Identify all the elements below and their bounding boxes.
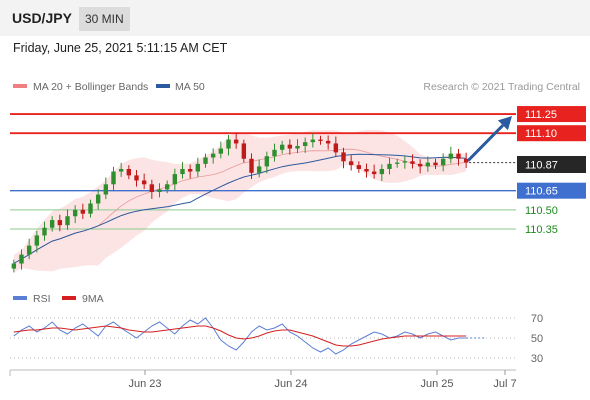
candle-body [218, 148, 224, 154]
candle-body [279, 144, 285, 150]
candle-body [364, 168, 369, 172]
candle-body [425, 162, 431, 167]
projection-arrow-shaft [467, 124, 504, 162]
candle-body [157, 189, 162, 192]
copyright-label: Research © 2021 Trading Central [423, 81, 580, 93]
candle-body [333, 143, 339, 153]
rsi-tick-label: 50 [531, 333, 543, 345]
candle-body [433, 162, 438, 166]
header-bar: USD/JPY 30 MIN [0, 0, 590, 36]
rsi-line [13, 317, 467, 355]
candle-body [440, 158, 446, 166]
x-axis-tick-label: Jun 23 [128, 378, 161, 390]
candle-body [65, 216, 70, 226]
support-level-label: 110.65 [525, 186, 558, 198]
candle-body [295, 145, 300, 149]
current-price-box [517, 156, 586, 173]
candle-body [402, 161, 408, 163]
bollinger-band [13, 129, 467, 273]
rsi-legend-label: RSI [33, 293, 51, 305]
candle-body [210, 153, 216, 158]
ma50-legend-label: MA 50 [175, 81, 205, 93]
symbol-title: USD/JPY [12, 10, 72, 26]
timeframe-badge[interactable]: 30 MIN [79, 7, 130, 31]
rsi-tick-label: 30 [531, 353, 543, 365]
resistance-level-box [517, 125, 586, 142]
candle-body [19, 254, 24, 264]
candle-body [256, 166, 262, 173]
candle-body [11, 263, 17, 269]
candle-body [103, 184, 109, 195]
projection-arrow-head [497, 116, 512, 131]
resistance-level-label: 111.25 [525, 109, 557, 121]
ma50-line [13, 153, 467, 264]
candle-body [34, 235, 40, 246]
candle-body [141, 180, 147, 185]
candle-body [318, 139, 323, 141]
candle-body [417, 163, 423, 167]
candle-body [126, 168, 132, 176]
candle-body [302, 142, 308, 146]
candle-body [118, 168, 124, 172]
datetime-label: Friday, June 25, 2021 5:11:15 AM CET [13, 41, 228, 55]
support-level-box [517, 182, 586, 199]
candle-body [356, 165, 362, 169]
rsi-tick-label: 70 [531, 313, 543, 325]
candle-body [241, 143, 247, 159]
candle-body [26, 245, 32, 255]
candle-body [249, 158, 254, 173]
candle-body [272, 149, 277, 157]
current-price-label: 110.87 [525, 160, 558, 172]
candle-body [226, 139, 231, 149]
candle-body [203, 157, 208, 164]
x-axis-tick-label: Jun 24 [274, 378, 307, 390]
candle-body [180, 168, 185, 175]
candle-body [172, 174, 178, 185]
candle-body [42, 227, 47, 236]
candle-body [394, 162, 400, 164]
candle-body [72, 209, 78, 217]
candle-body [463, 158, 469, 163]
candle-body [387, 163, 392, 169]
candle-body [80, 209, 86, 214]
candle-body [325, 140, 331, 144]
x-axis-tick-label: Jul 7 [493, 378, 516, 390]
ma9-legend-swatch [62, 296, 76, 300]
candle-body [111, 171, 116, 185]
candle-body [348, 161, 354, 166]
candle-body [379, 168, 385, 175]
candle-body [187, 168, 193, 172]
candle-body [448, 153, 454, 159]
candle-body [88, 203, 93, 214]
candle-body [287, 144, 293, 149]
rsi-9ma-line [13, 325, 467, 347]
ma20-legend-label: MA 20 + Bollinger Bands [33, 81, 148, 93]
candle-body [95, 194, 101, 204]
resistance-level-box [517, 106, 586, 123]
candle-body [149, 184, 155, 192]
candle-body [134, 175, 139, 181]
candle-body [310, 139, 316, 143]
ma50-legend-swatch [156, 84, 170, 88]
candle-body [371, 171, 377, 175]
candle-body [456, 153, 461, 159]
rsi-legend-swatch [13, 296, 27, 300]
candle-body [49, 220, 55, 228]
candle-body [164, 184, 170, 190]
candle-body [264, 156, 270, 167]
target-level-label: 110.35 [525, 224, 558, 236]
ma20-legend-swatch [13, 84, 27, 88]
target-level-label: 110.50 [525, 205, 558, 217]
candle-body [233, 139, 239, 144]
candle-body [195, 163, 201, 172]
ma9-legend-label: 9MA [82, 293, 104, 305]
candle-body [341, 152, 346, 162]
candle-body [410, 161, 415, 164]
candle-body [57, 220, 63, 226]
resistance-level-label: 111.10 [525, 128, 557, 140]
x-axis-tick-label: Jun 25 [420, 378, 453, 390]
